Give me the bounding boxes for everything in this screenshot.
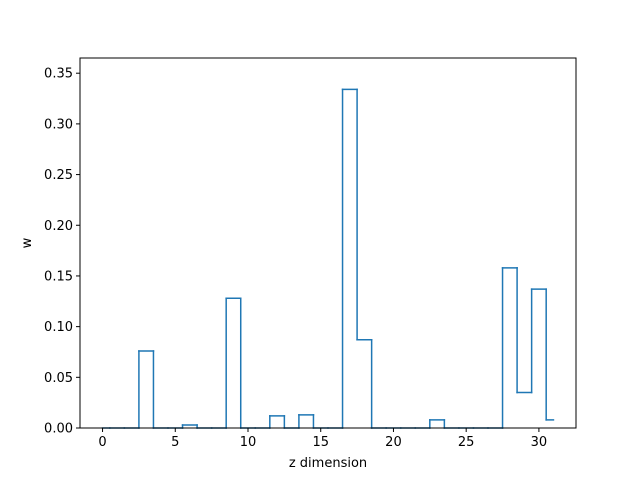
plot-frame	[79, 57, 577, 429]
x-tick-label: 30	[531, 435, 548, 450]
x-tick-label: 0	[98, 435, 106, 450]
y-axis-ticks: 0.00 0.05 0.10 0.15 0.20 0.25 0.30 0.35	[44, 67, 80, 437]
y-tick-label: 0.00	[44, 422, 73, 437]
y-tick-label: 0.25	[44, 168, 73, 183]
y-tick-label: 0.30	[44, 117, 73, 132]
x-tick-label: 20	[385, 435, 402, 450]
y-tick-label: 0.35	[44, 67, 73, 82]
y-tick-label: 0.05	[44, 371, 73, 386]
y-tick-label: 0.20	[44, 219, 73, 234]
plot-area	[80, 58, 576, 428]
x-tick-label: 25	[458, 435, 475, 450]
y-tick-label: 0.10	[44, 320, 73, 335]
y-tick-label: 0.15	[44, 269, 73, 284]
x-tick-label: 5	[171, 435, 179, 450]
x-tick-label: 10	[240, 435, 257, 450]
x-axis-ticks: 0 5 10 15 20 25 30	[98, 428, 547, 450]
y-axis-label: w	[20, 237, 35, 248]
x-axis-label: z dimension	[289, 456, 367, 471]
x-tick-label: 15	[312, 435, 329, 450]
